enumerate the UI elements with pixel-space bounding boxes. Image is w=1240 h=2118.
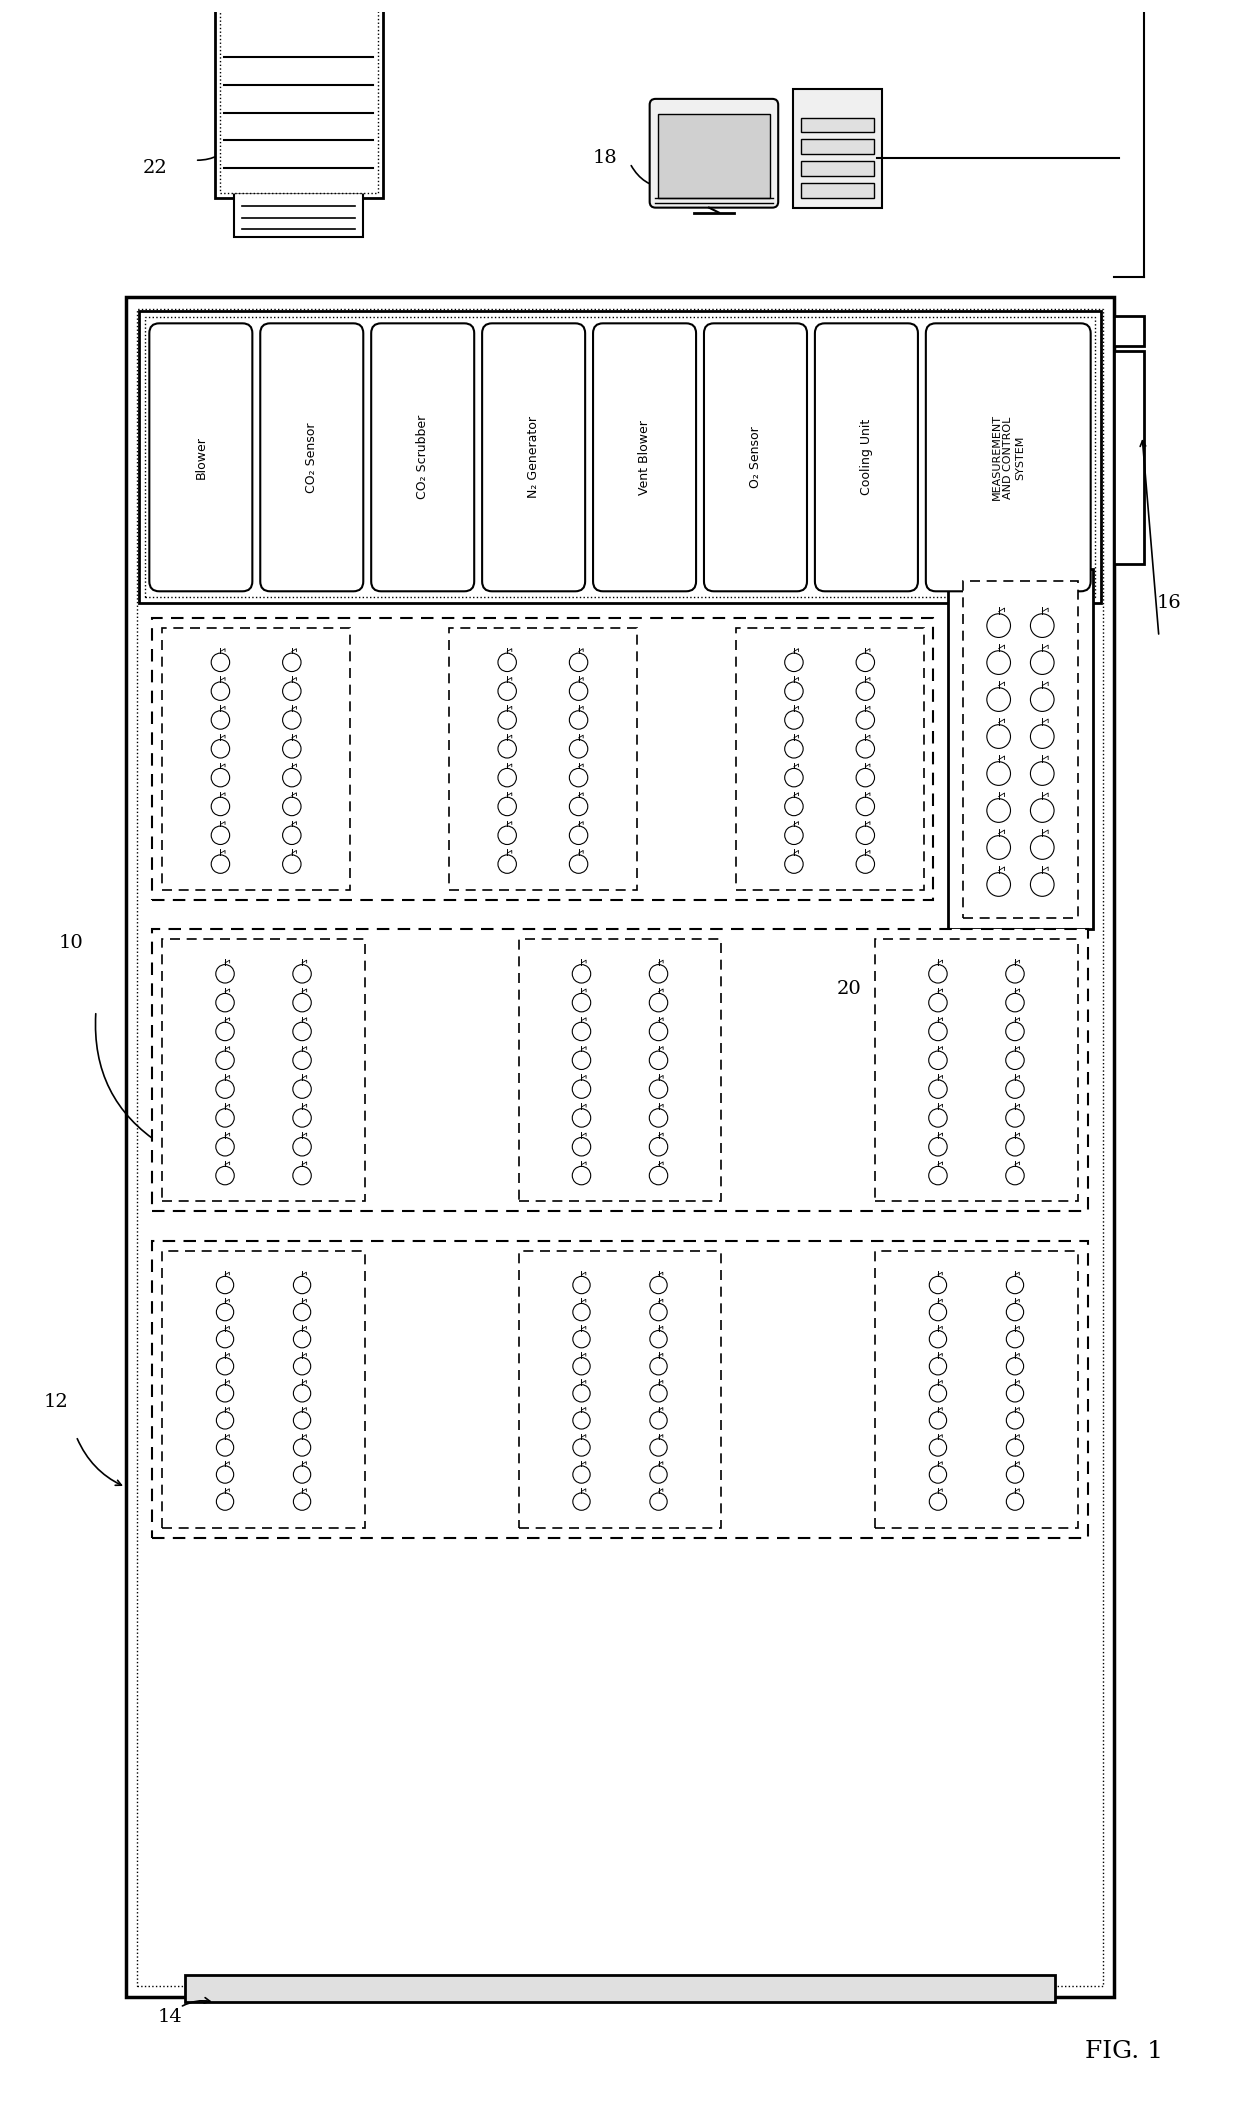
Bar: [185, 1974, 1055, 2002]
FancyBboxPatch shape: [371, 324, 474, 591]
FancyBboxPatch shape: [260, 324, 363, 591]
Bar: [801, 161, 874, 176]
Text: MEASUREMENT
AND CONTROL
SYSTEM: MEASUREMENT AND CONTROL SYSTEM: [992, 415, 1024, 500]
Text: Blower: Blower: [195, 436, 207, 479]
Text: 18: 18: [593, 148, 618, 167]
Text: FIG. 1: FIG. 1: [1085, 2040, 1163, 2063]
Bar: [735, 627, 924, 890]
FancyBboxPatch shape: [926, 324, 1091, 591]
Text: 20: 20: [837, 981, 862, 998]
Text: 10: 10: [58, 934, 83, 951]
FancyBboxPatch shape: [593, 324, 696, 591]
Bar: [153, 930, 1087, 1211]
Bar: [162, 940, 365, 1201]
Bar: [1115, 352, 1145, 563]
Text: 22: 22: [143, 159, 167, 178]
Bar: [518, 940, 722, 1201]
FancyBboxPatch shape: [482, 324, 585, 591]
Bar: [153, 1241, 1087, 1538]
Text: Cooling Unit: Cooling Unit: [859, 419, 873, 496]
Bar: [162, 1252, 365, 1527]
Text: N₂ Generator: N₂ Generator: [527, 417, 541, 498]
Text: 16: 16: [1157, 593, 1182, 612]
Text: 14: 14: [157, 2008, 182, 2027]
Bar: [219, 4, 378, 193]
Bar: [875, 940, 1078, 1201]
Text: CO₂ Scrubber: CO₂ Scrubber: [417, 415, 429, 500]
FancyBboxPatch shape: [149, 324, 253, 591]
Text: O₂ Sensor: O₂ Sensor: [749, 426, 763, 487]
FancyBboxPatch shape: [650, 100, 779, 208]
Bar: [162, 627, 350, 890]
Bar: [801, 140, 874, 155]
Bar: [215, 0, 383, 197]
Bar: [794, 89, 882, 208]
Bar: [139, 311, 1101, 604]
Bar: [125, 297, 1115, 1997]
Text: CO₂ Sensor: CO₂ Sensor: [305, 421, 319, 493]
Bar: [1115, 316, 1145, 345]
Bar: [875, 1252, 1078, 1527]
FancyBboxPatch shape: [815, 324, 918, 591]
Bar: [518, 1252, 722, 1527]
Bar: [801, 119, 874, 133]
Bar: [963, 582, 1078, 917]
Bar: [449, 627, 637, 890]
Text: 12: 12: [43, 1394, 68, 1411]
Bar: [801, 182, 874, 197]
Bar: [153, 618, 934, 900]
Bar: [145, 318, 1095, 597]
Bar: [949, 568, 1092, 930]
Bar: [234, 193, 363, 237]
Bar: [138, 309, 1102, 1985]
FancyBboxPatch shape: [704, 324, 807, 591]
Bar: [657, 114, 770, 197]
Text: Vent Blower: Vent Blower: [639, 419, 651, 496]
